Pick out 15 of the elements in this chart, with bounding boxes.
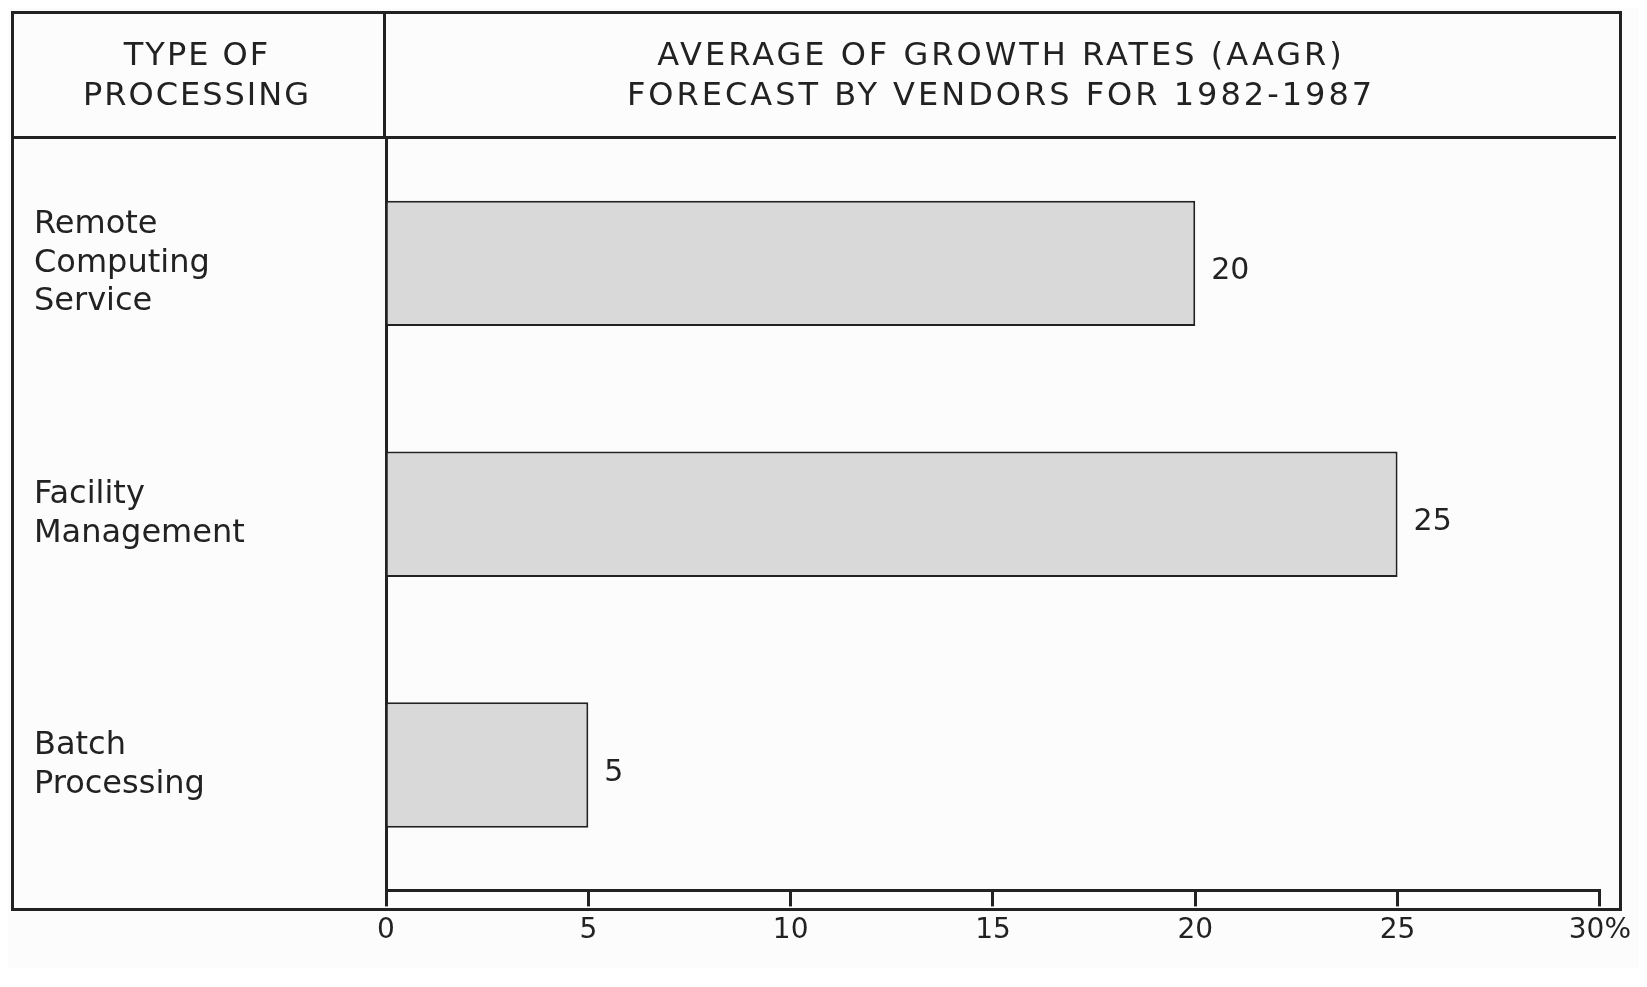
y-axis-title: TYPE OF PROCESSING	[82, 33, 312, 114]
x-tick-label: 15	[975, 912, 1011, 946]
x-tick-label: 20	[1177, 912, 1214, 946]
x-tick-label: 25	[1379, 912, 1416, 946]
x-tick-label: 10	[772, 912, 809, 946]
data-label: 5	[604, 752, 624, 788]
y-tick-label: Remote Computing Service	[34, 203, 210, 319]
x-tick-label: 5	[579, 912, 598, 946]
y-tick-label: Facility Management	[34, 473, 245, 550]
data-label: 25	[1413, 502, 1452, 537]
y-tick-label: Batch Processing	[34, 724, 205, 801]
data-label: 20	[1211, 251, 1250, 287]
x-tick-label: 0	[377, 912, 395, 946]
chart-title: AVERAGE OF GROWTH RATES (AAGR) FORECAST BY VENDORS FOR 1982-1987	[626, 33, 1376, 114]
x-tick-label: 30%	[1568, 912, 1631, 946]
